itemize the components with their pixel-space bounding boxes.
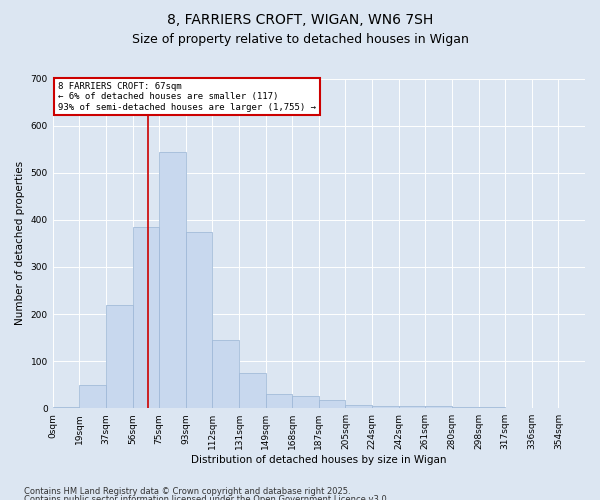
Bar [239,373,266,408]
Bar [346,406,372,408]
Bar [292,396,319,408]
Y-axis label: Number of detached properties: Number of detached properties [15,162,25,326]
Bar [133,227,159,408]
Text: 8, FARRIERS CROFT, WIGAN, WN6 7SH: 8, FARRIERS CROFT, WIGAN, WN6 7SH [167,12,433,26]
X-axis label: Distribution of detached houses by size in Wigan: Distribution of detached houses by size … [191,455,446,465]
Bar [425,406,452,408]
Bar [398,406,425,408]
Bar [186,232,212,408]
Bar [106,304,133,408]
Text: 8 FARRIERS CROFT: 67sqm
← 6% of detached houses are smaller (117)
93% of semi-de: 8 FARRIERS CROFT: 67sqm ← 6% of detached… [58,82,316,112]
Text: Size of property relative to detached houses in Wigan: Size of property relative to detached ho… [131,32,469,46]
Bar [266,394,292,408]
Bar [159,152,186,408]
Text: Contains HM Land Registry data © Crown copyright and database right 2025.: Contains HM Land Registry data © Crown c… [24,488,350,496]
Bar [79,384,106,408]
Text: Contains public sector information licensed under the Open Government Licence v3: Contains public sector information licen… [24,495,389,500]
Bar [319,400,346,408]
Bar [452,407,479,408]
Bar [212,340,239,408]
Bar [372,406,398,408]
